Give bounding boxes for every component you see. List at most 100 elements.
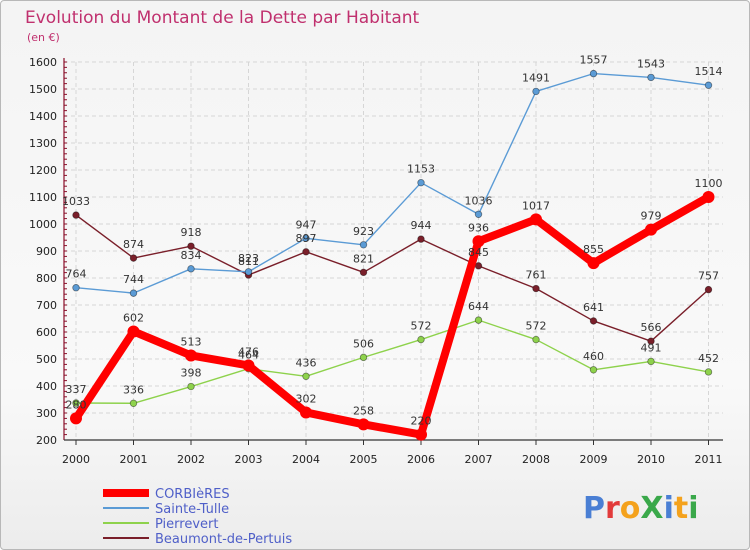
data-label-beaumont-de-pertuis: 1033 [62,195,90,208]
data-label-corbi-res: 1100 [695,177,723,190]
data-point-sainte-tulle [704,81,713,89]
data-point-sainte-tulle [72,284,80,292]
y-tick-label: 500 [36,353,57,366]
x-tick-label: 2004 [292,453,320,466]
data-point-sainte-tulle [532,87,540,96]
data-label-sainte-tulle: 1036 [465,194,493,207]
legend-label-corbi-res: CORBIèRES [155,487,230,502]
data-label-pierrevert: 336 [123,383,144,396]
data-point-pierrevert [704,368,713,376]
data-point-corbi-res [472,235,485,248]
y-tick-label: 1100 [29,191,57,204]
data-point-pierrevert [72,399,80,407]
series-line-pierrevert [75,319,710,404]
legend-label-pierrevert: Pierrevert [155,517,218,532]
data-label-beaumont-de-pertuis: 821 [353,252,374,265]
data-label-beaumont-de-pertuis: 944 [411,219,432,232]
data-label-beaumont-de-pertuis: 811 [238,255,259,268]
data-label-beaumont-de-pertuis: 757 [698,270,719,283]
x-tick-label: 2001 [120,453,148,466]
y-tick-label: 400 [36,380,57,393]
data-label-beaumont-de-pertuis: 874 [123,238,144,251]
data-point-corbi-res [587,257,600,270]
data-point-pierrevert [302,372,310,380]
data-point-pierrevert [187,382,195,391]
legend-label-sainte-tulle: Sainte-Tulle [155,502,229,517]
x-tick-label: 2005 [350,453,378,466]
data-point-pierrevert [647,357,655,366]
data-point-beaumont-de-pertuis [417,235,425,243]
y-tick-label: 600 [36,326,57,339]
data-label-corbi-res: 220 [411,415,432,428]
y-tick-label: 1200 [29,164,57,177]
data-label-beaumont-de-pertuis: 918 [181,226,202,239]
data-point-sainte-tulle [474,210,483,218]
y-tick-label: 700 [36,299,57,312]
data-label-pierrevert: 464 [238,349,259,362]
x-tick-label: 2000 [62,453,90,466]
data-label-corbi-res: 258 [353,404,374,417]
data-point-beaumont-de-pertuis [359,268,368,277]
data-label-corbi-res: 602 [123,311,144,324]
data-point-sainte-tulle [589,69,598,78]
data-label-pierrevert: 337 [66,383,87,396]
data-point-beaumont-de-pertuis [187,242,195,250]
data-label-corbi-res: 1017 [522,199,550,212]
data-point-beaumont-de-pertuis [647,337,655,345]
data-label-pierrevert: 572 [526,320,547,333]
data-point-beaumont-de-pertuis [532,284,540,293]
data-label-sainte-tulle: 744 [123,273,144,286]
data-label-sainte-tulle: 764 [66,268,87,281]
data-point-sainte-tulle [647,73,655,82]
data-point-corbi-res [415,428,427,441]
data-point-pierrevert [474,316,483,324]
data-label-sainte-tulle: 923 [353,225,374,238]
proxiti-logo: ProXiti [583,491,699,526]
data-point-sainte-tulle [302,234,310,243]
data-point-corbi-res [185,349,197,362]
data-point-pierrevert [532,335,540,344]
data-point-beaumont-de-pertuis [704,285,713,294]
y-tick-label: 300 [36,407,57,420]
legend-label-beaumont-de-pertuis: Beaumont-de-Pertuis [155,532,292,547]
data-label-pierrevert: 452 [698,352,719,365]
data-point-pierrevert [417,335,425,344]
data-point-pierrevert [359,353,368,362]
data-label-corbi-res: 513 [181,335,202,348]
y-tick-label: 1600 [29,56,57,69]
data-point-beaumont-de-pertuis [72,211,80,219]
data-point-beaumont-de-pertuis [474,262,483,270]
data-label-pierrevert: 572 [411,320,432,333]
series-line-sainte-tulle [75,72,710,294]
data-label-pierrevert: 506 [353,337,374,350]
y-tick-label: 900 [36,245,57,258]
data-point-corbi-res [702,191,715,203]
data-label-beaumont-de-pertuis: 761 [526,269,547,282]
data-label-beaumont-de-pertuis: 897 [296,232,317,245]
data-label-pierrevert: 644 [468,300,489,313]
data-label-sainte-tulle: 823 [238,252,259,265]
data-point-sainte-tulle [244,268,253,276]
y-tick-label: 1000 [29,218,57,231]
data-point-corbi-res [530,213,542,226]
data-label-sainte-tulle: 1153 [407,163,435,176]
data-point-corbi-res [70,412,82,425]
data-label-beaumont-de-pertuis: 845 [468,246,489,259]
data-point-beaumont-de-pertuis [129,254,138,262]
data-label-beaumont-de-pertuis: 566 [641,321,662,334]
data-point-corbi-res [645,223,657,236]
data-point-pierrevert [129,399,138,407]
data-point-beaumont-de-pertuis [302,248,310,256]
data-label-sainte-tulle: 947 [296,218,317,231]
x-tick-label: 2002 [177,453,205,466]
chart-subtitle: (en €) [27,31,60,44]
data-label-sainte-tulle: 1557 [580,54,608,67]
data-point-sainte-tulle [187,265,195,273]
y-tick-label: 200 [36,434,57,447]
series-line-corbi-res [72,193,713,439]
data-label-sainte-tulle: 834 [181,249,202,262]
data-label-corbi-res: 280 [66,398,87,411]
y-tick-label: 1400 [29,110,57,123]
data-point-sainte-tulle [359,241,368,249]
